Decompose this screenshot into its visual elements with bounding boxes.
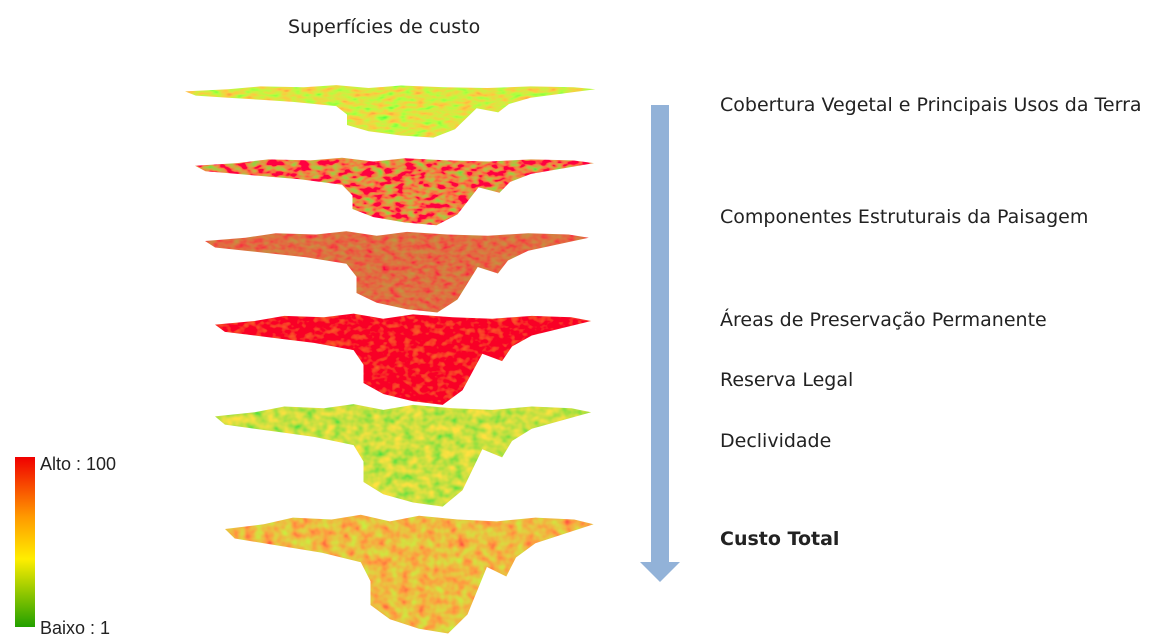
layer-label: Componentes Estruturais da Paisagem (720, 196, 1160, 239)
legend-low: Baixo : 1 (40, 618, 110, 639)
layer-label: Áreas de Preservação Permanente (720, 299, 1160, 342)
map-layer (215, 314, 591, 405)
legend-ramp (15, 457, 35, 627)
arrow-head (640, 562, 680, 582)
map-layer (215, 404, 591, 507)
map-layer (195, 158, 594, 226)
layer-label: Declividade (720, 420, 1160, 463)
map-layer (205, 231, 589, 312)
layer-label: Reserva Legal (720, 359, 1160, 402)
title: Superfícies de custo (288, 16, 480, 38)
map-layer (185, 85, 595, 138)
page: Superfícies de custo Cobertura Vegetal e… (0, 0, 1163, 640)
arrow-shaft (651, 105, 669, 567)
result-label: Custo Total (720, 518, 1160, 561)
legend-high: Alto : 100 (40, 454, 116, 475)
layer-label: Cobertura Vegetal e Principais Usos da T… (720, 84, 1160, 127)
map-layer (225, 515, 594, 634)
